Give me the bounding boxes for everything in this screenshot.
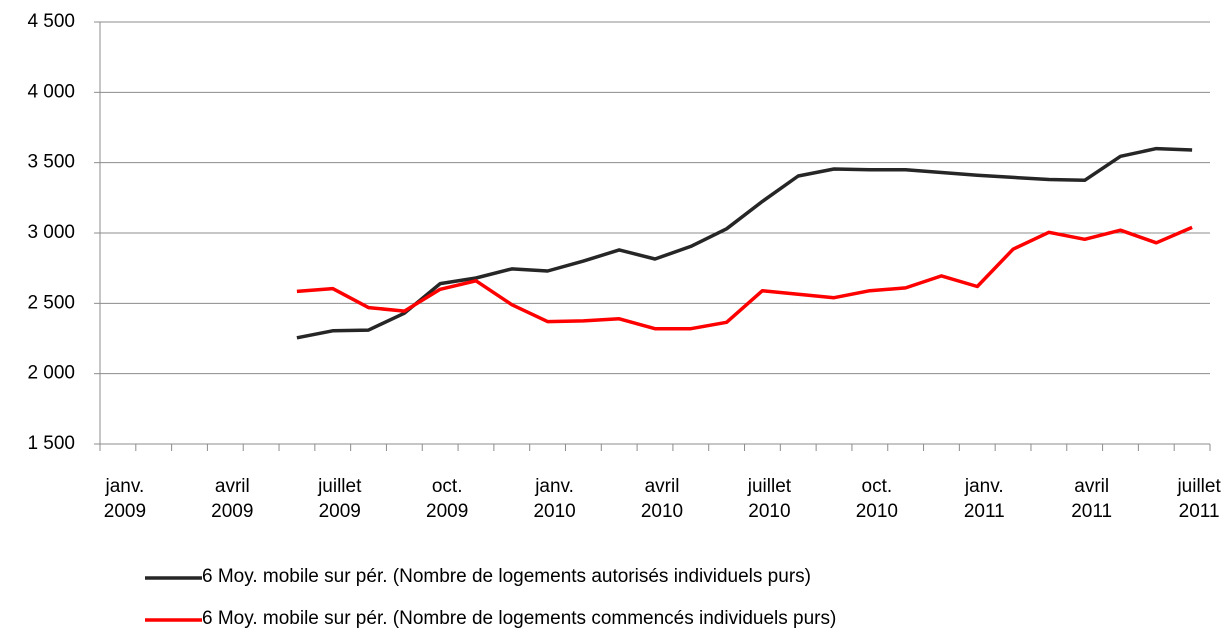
x-tick-label: janv. 2009: [103, 476, 147, 522]
y-tick-label: 3 000: [27, 222, 75, 243]
x-tick-label: avril 2011: [1071, 476, 1113, 522]
series-line: [296, 225, 1193, 331]
x-tick-label: oct. 2010: [855, 476, 898, 522]
x-tick-label: juillet 2009: [318, 476, 362, 522]
x-tick-label: avril 2009: [211, 476, 254, 522]
y-tick-label: 1 500: [27, 433, 75, 454]
x-tick-label: janv. 2010: [533, 476, 576, 522]
x-tick-label: juillet 2011: [1177, 476, 1221, 522]
x-tick-label: avril 2010: [640, 476, 684, 522]
legend-label: 6 Moy. mobile sur pér. (Nombre de logeme…: [202, 608, 837, 629]
series-line: [296, 146, 1193, 340]
y-tick-label: 4 000: [27, 81, 75, 102]
y-tick-label: 3 500: [27, 152, 75, 173]
y-tick-label: 2 500: [27, 292, 75, 313]
y-tick-label: 2 000: [27, 363, 75, 384]
x-tick-label: janv. 2011: [963, 476, 1005, 522]
x-tick-label: juillet 2010: [747, 476, 792, 522]
y-tick-label: 4 500: [27, 11, 75, 32]
legend-label: 6 Moy. mobile sur pér. (Nombre de logeme…: [202, 566, 811, 587]
x-tick-label: oct. 2009: [426, 476, 469, 522]
